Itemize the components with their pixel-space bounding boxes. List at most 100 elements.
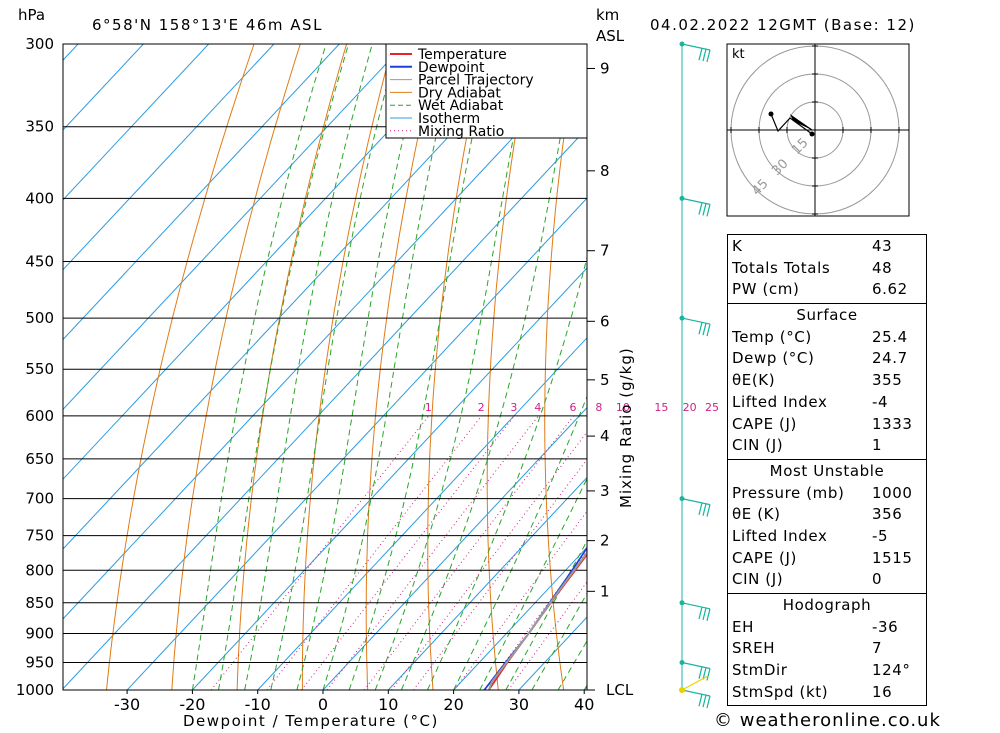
pressure-tick-label: 650 [25,450,54,468]
temperature-tick-label: -30 [114,695,140,714]
isotherm-line [63,44,471,480]
index-row: θE (K) 356 [732,505,903,524]
mixing-ratio-line [483,549,587,690]
pressure-tick-label: 700 [25,490,54,508]
wet-adiabat-line [453,395,587,690]
isotherm-line [453,546,587,690]
mixing-ratio-label: 25 [705,401,719,414]
legend-label: Wet Adiabat [418,98,504,114]
dry-adiabat-line [171,44,301,690]
hodograph-indices: Hodograph EH -36 SREH 7 StmDir 124° StmSpd … [727,594,927,707]
pressure-tick-label: 800 [25,561,54,579]
pressure-tick-label: 550 [25,360,54,378]
location-title: 6°58'N 158°13'E 46m ASL [92,16,323,34]
isotherm-line [322,406,587,690]
wind-barb-feather [702,323,707,336]
wind-barb-feather [706,323,711,337]
legend-box [385,43,588,139]
surface-wind-shaft [681,675,709,691]
wind-barb-shaft [681,197,711,205]
wind-barb-shaft [681,602,711,610]
pressure-tick-label: 600 [25,407,54,425]
mixing-ratio-label: 6 [570,401,577,414]
isotherm-line [63,44,536,550]
copyright-link[interactable]: © weatheronline.co.uk [714,710,941,731]
mixing-ratio-line [413,458,587,690]
mixing-ratio-line [363,415,574,690]
legend-label: Parcel Trajectory [418,73,534,89]
wet-adiabat-line [400,44,578,690]
wind-barb-feather [706,204,711,217]
wind-barb-feather [698,502,703,515]
temperature-tick-label: 10 [378,695,398,714]
dry-adiabat-line [654,44,694,690]
temperature-tick-label: 30 [509,695,529,714]
dry-adiabat-line [427,44,486,690]
mixing-ratio-label: 1 [425,401,432,414]
wind-barb-feather [698,694,703,707]
surface-title: Surface [796,306,858,325]
asl-unit-label: ASL [596,27,625,45]
wind-barb-feather [698,322,703,335]
height-tick-label: LCL [606,681,634,699]
wet-adiabat-line [322,44,458,690]
wind-barb-feather [698,48,703,61]
legend-label: Mixing Ratio [418,124,504,140]
index-row: SREH 7 [732,639,883,658]
legend-label: Dewpoint [418,60,485,76]
most-unstable-indices: Most Unstable Pressure (mb) 1000 θE (K) 35… [727,459,927,594]
index-row: K 43 [732,237,893,255]
pressure-tick-label: 1000 [16,681,54,699]
isotherm-line [126,197,587,690]
pressure-tick-label: 300 [25,35,54,53]
isotherm-line [63,57,587,620]
wind-barb-feather [702,48,707,62]
plot-frame [62,43,588,691]
index-row: StmSpd (kt) 16 [732,682,893,701]
index-row: StmDir 124° [732,661,911,680]
profile-series [483,546,587,690]
dry-adiabat-line [236,44,348,690]
isotherm-line [63,44,144,131]
wind-barb-feather [698,666,703,679]
isotherm-line [63,44,210,201]
isotherm-line [0,44,13,690]
index-row: PW (cm) 6.62 [732,280,908,299]
wind-barb-shaft [681,498,711,506]
height-tick-label: 7 [600,242,610,260]
pressure-tick-label: 900 [25,624,54,642]
wet-adiabat-line [374,44,532,690]
wind-barb-shaft [681,317,711,325]
pressure-tick-label: 400 [25,189,54,207]
mixing-ratio-label: 2 [478,401,485,414]
mixing-ratio-line [326,415,539,690]
wind-barb-feather [706,49,711,63]
hodograph-title: Hodograph [782,596,872,614]
isotherm-line [63,127,587,690]
hodograph-unit: kt [732,47,745,62]
height-tick-label: 4 [600,427,610,445]
mixing-ratio-line [301,415,515,690]
pressure-tick-label: 350 [25,118,54,136]
wind-barb-feather [702,503,707,516]
wind-barb-shaft [681,689,711,697]
x-axis-title: Dewpoint / Temperature (°C) [183,712,439,730]
general-indices: K 43 Totals Totals 48 PW (cm) 6.62 [727,234,927,305]
hodograph-end-dot [768,111,774,117]
index-row: CIN (J) 1 [732,436,883,455]
storm-motion-shaft [792,116,813,131]
pressure-tick-label: 950 [25,653,54,671]
temperature-tick-label: 0 [318,695,328,714]
wind-barb-shaft [681,43,711,51]
wind-barbs [679,41,711,709]
wind-barb-feather [698,606,703,620]
wind-barb-feather [706,668,711,681]
mixing-ratio-label: 4 [534,401,541,414]
mixing-ratio-label: 20 [683,401,697,414]
mixing-ratio-line [266,415,482,690]
pressure-tick-label: 500 [25,309,54,327]
wind-barb-feather [702,607,707,621]
wind-barb-feather [698,202,703,215]
